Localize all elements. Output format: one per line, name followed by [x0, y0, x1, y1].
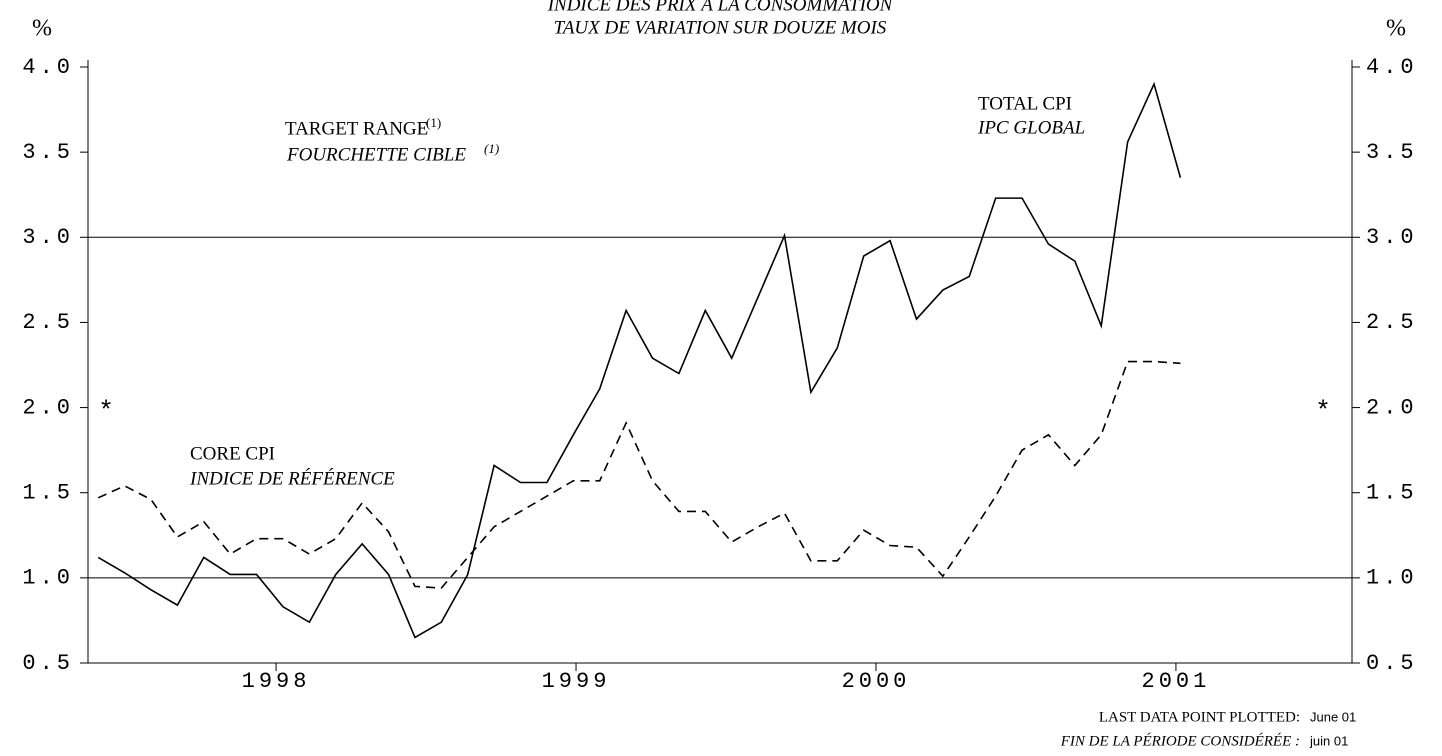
chart-title: INDICE DES PRIX À LA CONSOMMATION: [547, 0, 894, 15]
y-tick-label: 1.0: [22, 566, 74, 591]
x-tick-label: 2001: [1142, 669, 1211, 694]
y2-tick-label: 3.5: [1366, 140, 1418, 165]
x-tick-label: 1998: [242, 669, 311, 694]
y-tick-label: 3.5: [22, 140, 74, 165]
y2-tick-label: 1.5: [1366, 481, 1418, 506]
series-label-fr: IPC GLOBAL: [977, 117, 1085, 138]
y2-tick-label: 4.0: [1366, 55, 1418, 80]
y2-axis-label: %: [1386, 16, 1406, 42]
y-tick-label: 3.0: [22, 225, 74, 250]
y-tick-label: 1.5: [22, 481, 74, 506]
footnote-ref: (1): [426, 115, 441, 130]
y2-tick-label: 1.0: [1366, 566, 1418, 591]
y2-tick-label: 0.5: [1366, 651, 1418, 676]
chart-subtitle: TAUX DE VARIATION SUR DOUZE MOIS: [554, 17, 887, 38]
y-tick-label: 2.5: [22, 310, 74, 335]
footnote: LAST DATA POINT PLOTTED:: [1099, 709, 1300, 725]
x-tick-label: 1999: [542, 669, 611, 694]
target-label: TARGET RANGE: [285, 118, 428, 139]
y-tick-label: 4.0: [22, 55, 74, 80]
target-label-fr: FOURCHETTE CIBLE: [286, 144, 466, 165]
footnote-date: June 01: [1310, 709, 1356, 724]
series-line: [97, 81, 1182, 639]
series-label: TOTAL CPI: [978, 93, 1072, 114]
series-line: [97, 360, 1181, 589]
series-label-fr: INDICE DE RÉFÉRENCE: [189, 467, 395, 489]
asterisk: *: [1315, 396, 1331, 426]
footnote-ref: (1): [484, 141, 499, 156]
footnote: FIN DE LA PÉRIODE CONSIDÉRÉE :: [1060, 732, 1300, 749]
y2-tick-label: 2.0: [1366, 395, 1418, 420]
series-label: CORE CPI: [190, 443, 275, 464]
y-tick-label: 0.5: [22, 651, 74, 676]
asterisk: *: [98, 396, 114, 426]
footnote-date: juin 01: [1309, 733, 1348, 748]
y2-tick-label: 3.0: [1366, 225, 1418, 250]
y-tick-label: 2.0: [22, 395, 74, 420]
x-tick-label: 2000: [842, 669, 911, 694]
y-axis-label: %: [32, 16, 52, 42]
y2-tick-label: 2.5: [1366, 310, 1418, 335]
